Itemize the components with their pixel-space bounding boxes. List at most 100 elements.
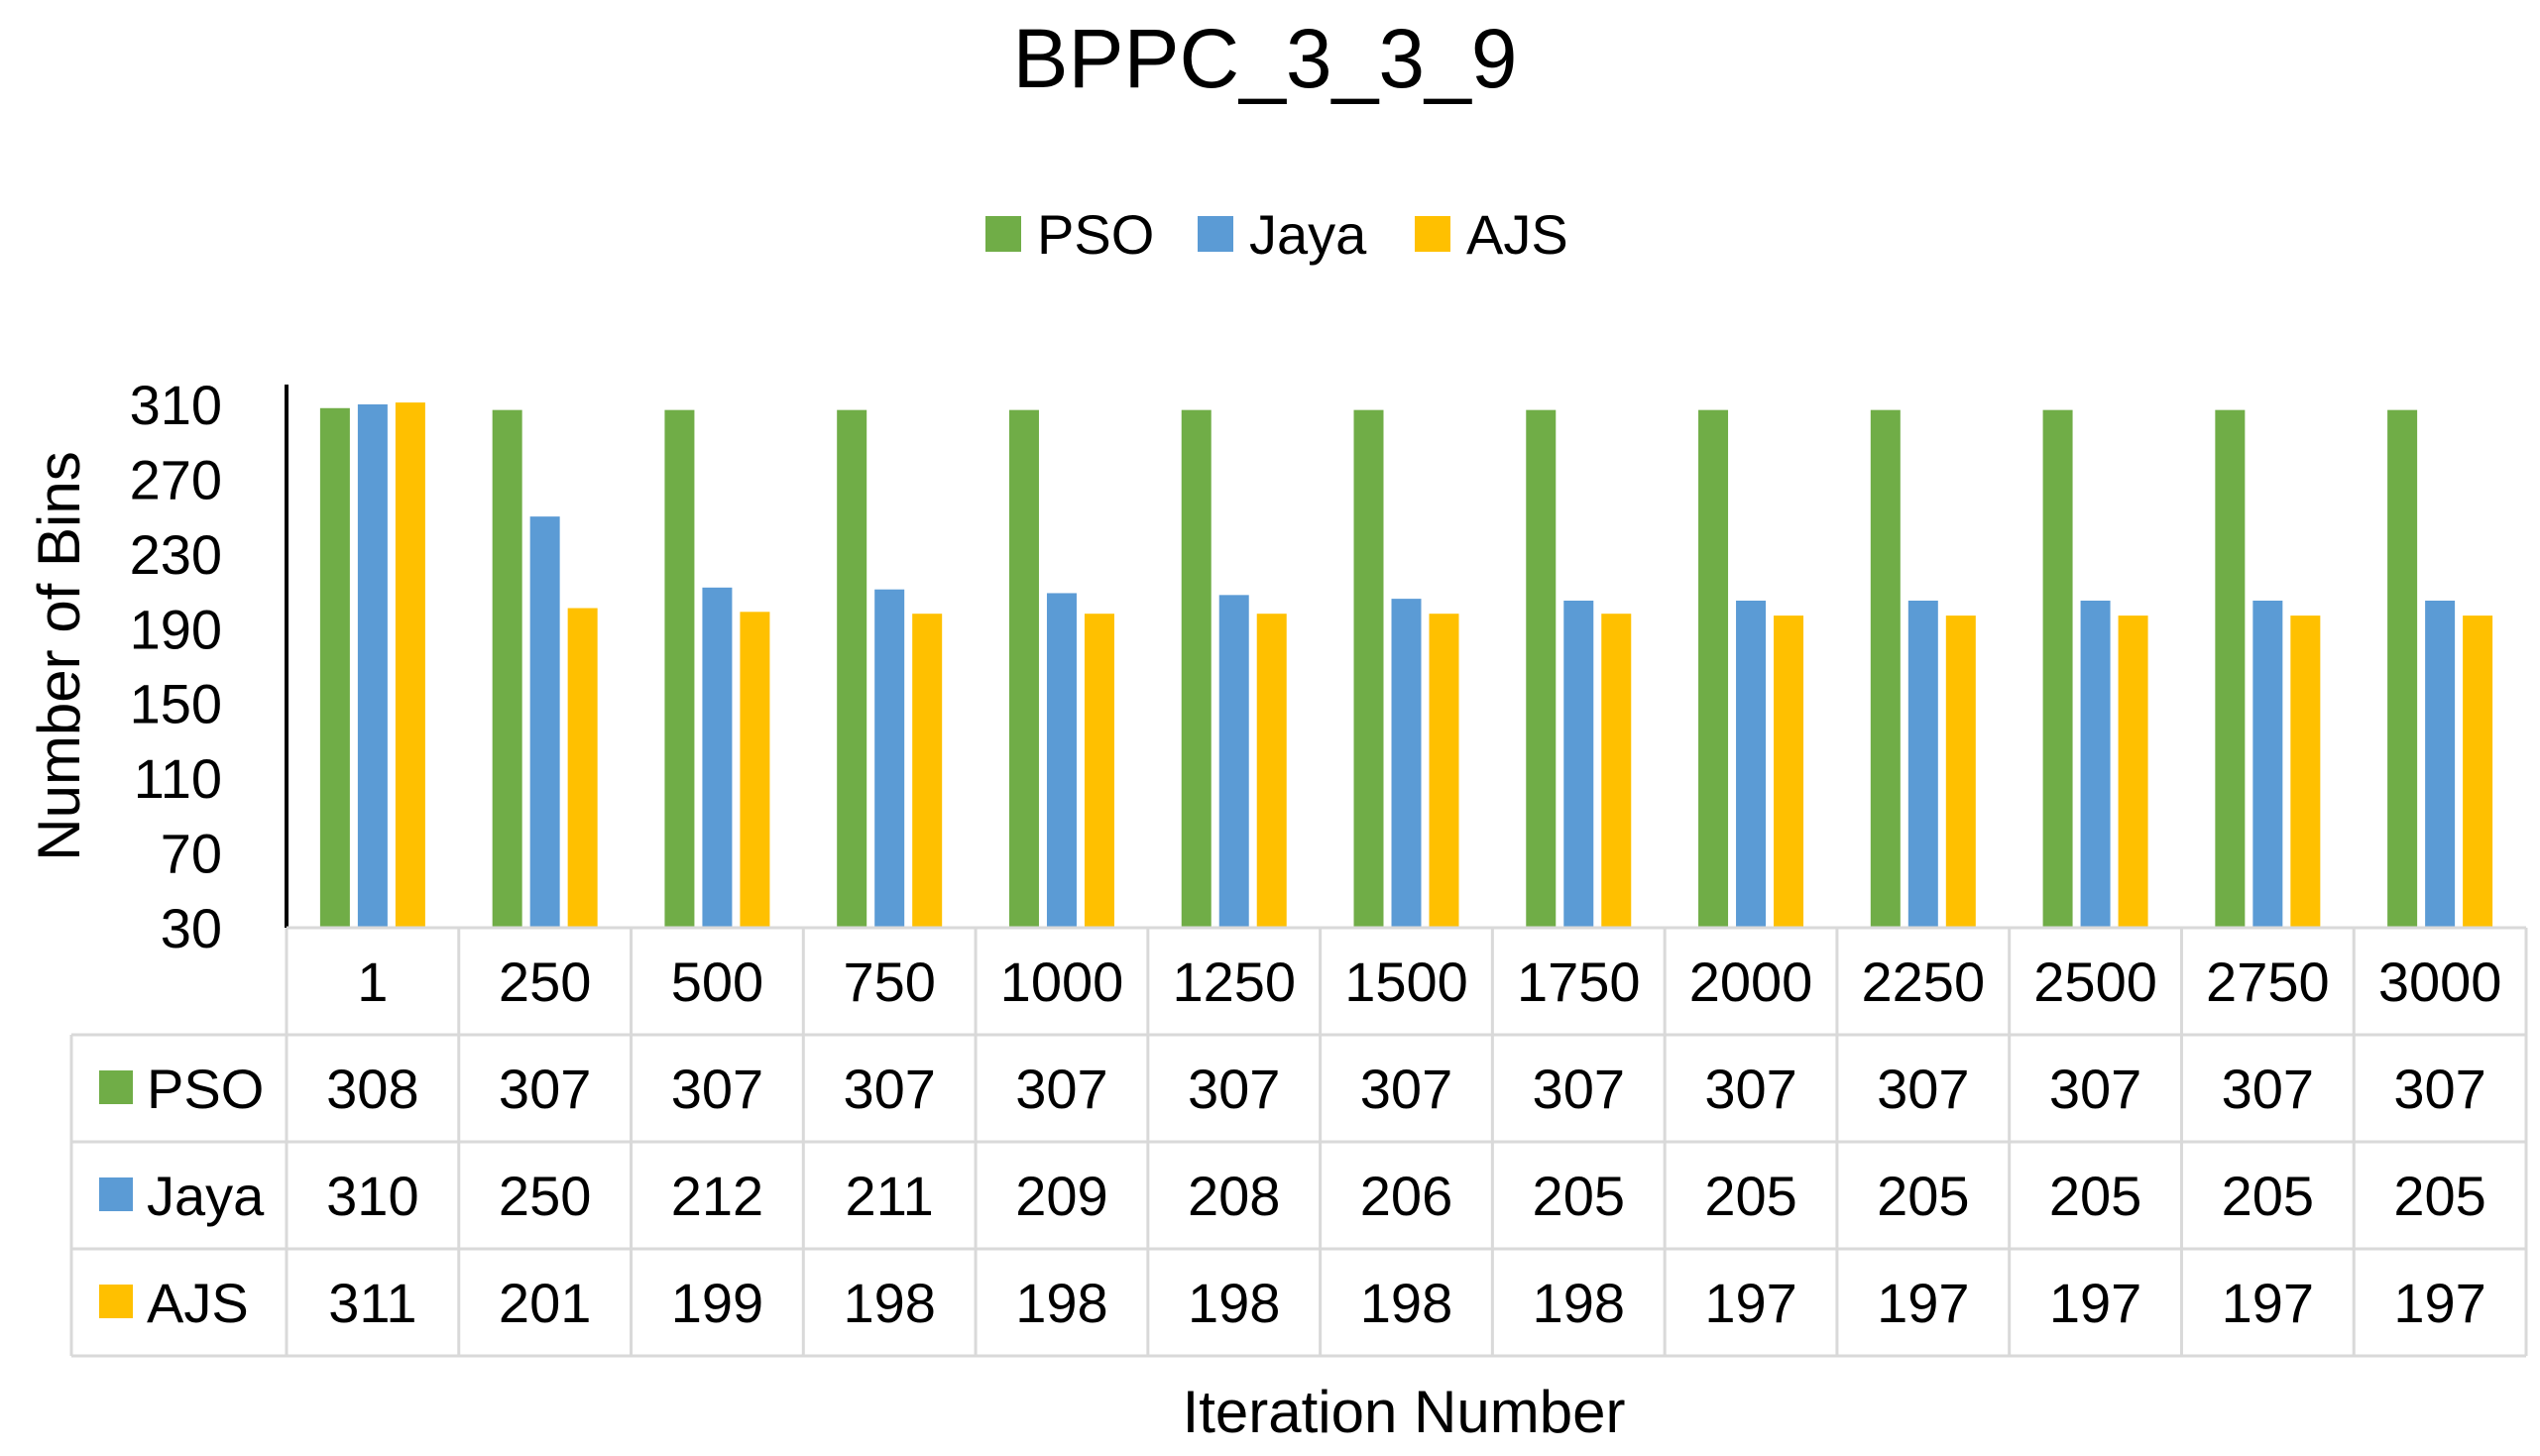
table-cell-pso: 307 (1704, 1058, 1796, 1120)
bar-pso-2750 (2215, 409, 2246, 929)
table-cell-pso: 307 (2222, 1058, 2314, 1120)
legend-swatch-jaya (1198, 216, 1233, 252)
table-cell-ajs: 197 (2049, 1272, 2141, 1334)
table-cell-pso: 307 (843, 1058, 935, 1120)
bar-pso-2250 (1870, 409, 1901, 929)
table-cell-pso: 307 (1015, 1058, 1107, 1120)
x-tick-label: 1000 (1000, 951, 1124, 1013)
table-cell-jaya: 211 (846, 1165, 934, 1227)
table-cell-pso: 307 (1360, 1058, 1452, 1120)
data-table: 1 250 500 750 1000 1250 1500 1750 2000 2250 2500 27… (69, 926, 2528, 1358)
y-tick-label: 190 (130, 598, 222, 660)
table-row-label-ajs: AJS (147, 1272, 249, 1334)
bar-jaya-2500 (2080, 601, 2111, 928)
bar-jaya-2750 (2252, 601, 2283, 928)
bar-pso-1250 (1181, 409, 1212, 929)
table-cell-jaya: 209 (1015, 1165, 1107, 1227)
bar-ajs-750 (912, 614, 943, 928)
bar-jaya-1250 (1218, 595, 1249, 928)
table-cell-jaya: 212 (671, 1165, 763, 1227)
table-cell-ajs: 201 (499, 1272, 591, 1334)
table-cell-jaya: 205 (2393, 1165, 2485, 1227)
y-tick-label: 70 (161, 823, 222, 885)
table-cell-jaya: 206 (1360, 1165, 1452, 1227)
bar-ajs-1250 (1256, 614, 1287, 928)
bar-ajs-1000 (1084, 614, 1114, 928)
table-cell-ajs: 198 (1533, 1272, 1625, 1334)
table-cell-pso: 308 (326, 1058, 418, 1120)
table-cell-pso: 307 (1188, 1058, 1280, 1120)
y-tick-label: 310 (130, 374, 222, 436)
table-cell-jaya: 205 (1704, 1165, 1796, 1227)
table-cell-ajs: 199 (671, 1272, 763, 1334)
table-cell-pso: 307 (2049, 1058, 2141, 1120)
bar-pso-1750 (1526, 409, 1557, 929)
bar-jaya-1000 (1046, 593, 1077, 928)
table-cell-ajs: 198 (1188, 1272, 1280, 1334)
table-cell-jaya: 205 (2049, 1165, 2141, 1227)
bar-ajs-1 (395, 402, 425, 929)
bar-ajs-250 (567, 608, 598, 928)
x-tick-label: 2750 (2206, 951, 2330, 1013)
legend-label-pso: PSO (1037, 203, 1154, 266)
chart-title: BPPC_3_3_9 (1012, 12, 1517, 105)
x-tick-label: 2500 (2033, 951, 2157, 1013)
x-tick-label: 1750 (1517, 951, 1641, 1013)
table-cell-jaya: 250 (499, 1165, 591, 1227)
y-tick-label: 110 (134, 747, 222, 810)
x-tick-label: 2250 (1862, 951, 1986, 1013)
bar-ajs-2500 (2118, 616, 2148, 928)
table-swatch-jaya (99, 1177, 133, 1211)
table-cell-jaya: 205 (1877, 1165, 1969, 1227)
bar-ajs-1750 (1601, 614, 1632, 928)
x-tick-label: 2000 (1689, 951, 1813, 1013)
bar-pso-750 (837, 409, 867, 929)
table-cell-pso: 307 (499, 1058, 591, 1120)
table-cell-ajs: 197 (1877, 1272, 1969, 1334)
bar-pso-1500 (1353, 409, 1384, 929)
bar-ajs-500 (740, 612, 770, 928)
bar-jaya-3000 (2425, 601, 2456, 928)
y-axis-label: Number of Bins (26, 451, 92, 861)
table-cell-ajs: 198 (843, 1272, 935, 1334)
table-cell-ajs: 197 (2222, 1272, 2314, 1334)
table-cell-jaya: 208 (1188, 1165, 1280, 1227)
y-tick-label: 150 (130, 673, 222, 735)
table-cell-jaya: 310 (326, 1165, 418, 1227)
table-cell-jaya: 205 (1533, 1165, 1625, 1227)
table-cell-ajs: 198 (1360, 1272, 1452, 1334)
bar-jaya-1750 (1563, 601, 1594, 928)
x-tick-label: 500 (671, 951, 763, 1013)
table-cell-jaya: 205 (2222, 1165, 2314, 1227)
bar-pso-1 (319, 407, 350, 928)
x-tick-label: 750 (843, 951, 935, 1013)
x-tick-label: 3000 (2378, 951, 2502, 1013)
bar-jaya-1500 (1391, 599, 1422, 928)
bar-pso-3000 (2387, 409, 2418, 929)
x-tick-label: 1500 (1344, 951, 1468, 1013)
legend-label-jaya: Jaya (1249, 203, 1367, 266)
bar-pso-500 (664, 409, 695, 929)
legend: PSO Jaya AJS (985, 203, 1568, 266)
bar-jaya-2250 (1907, 601, 1938, 928)
bar-ajs-2000 (1774, 616, 1804, 928)
legend-label-ajs: AJS (1466, 203, 1568, 266)
table-cell-pso: 307 (671, 1058, 763, 1120)
table-swatch-pso (99, 1070, 133, 1104)
bar-jaya-500 (702, 587, 733, 928)
bar-ajs-2250 (1945, 616, 1976, 928)
bars (319, 402, 2493, 929)
table-cell-ajs: 197 (2393, 1272, 2485, 1334)
table-cell-ajs: 197 (1704, 1272, 1796, 1334)
y-tick-label: 230 (130, 523, 222, 586)
table-cell-pso: 307 (1533, 1058, 1625, 1120)
table-row-label-jaya: Jaya (147, 1165, 265, 1227)
y-tick-label: 270 (130, 448, 222, 510)
bar-jaya-250 (529, 516, 560, 928)
table-cell-pso: 307 (2393, 1058, 2485, 1120)
bar-pso-250 (492, 409, 522, 929)
bar-ajs-1500 (1429, 614, 1459, 928)
y-tick-label: 30 (161, 897, 222, 959)
bar-jaya-1 (357, 404, 388, 928)
bar-jaya-750 (874, 589, 905, 928)
